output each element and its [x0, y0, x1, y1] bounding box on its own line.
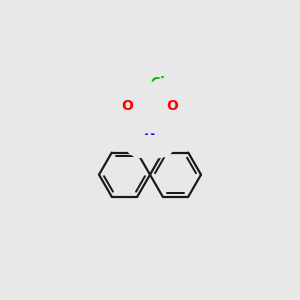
Text: Cl: Cl — [150, 76, 165, 90]
Text: S: S — [145, 99, 155, 112]
Text: O: O — [122, 99, 134, 112]
Text: N: N — [144, 124, 156, 137]
Text: O: O — [167, 99, 178, 112]
